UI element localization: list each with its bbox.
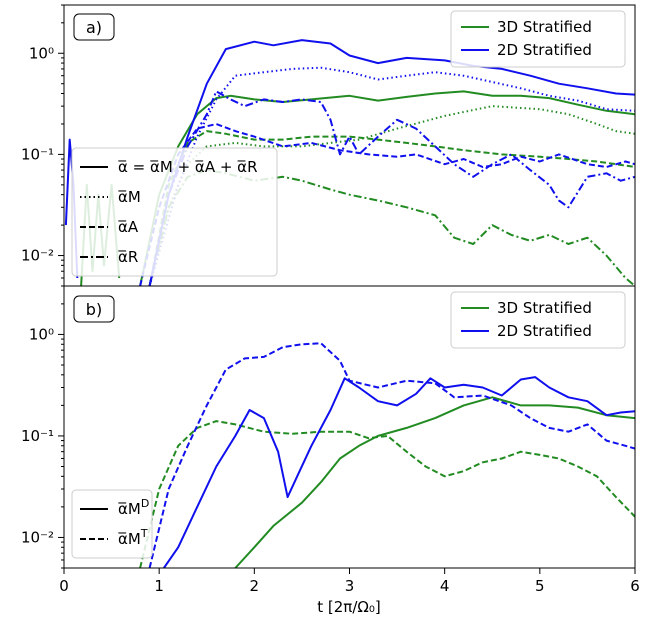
series-line-2d-stratified-dashdot: [148, 90, 635, 286]
svg-text:b): b): [86, 300, 102, 319]
style-legend: α̅MD α̅MT: [71, 489, 153, 559]
y-tick-label: 10⁰: [29, 44, 54, 62]
x-tick-label: 6: [630, 577, 640, 595]
legend-style-label: α̅R: [118, 248, 138, 266]
series-line-2d-stratified-solid: [163, 376, 635, 568]
x-tick-label: 5: [535, 577, 545, 595]
axes-frame-b: [63, 285, 636, 569]
color-legend: 3D Stratified 2D Stratified: [450, 10, 626, 68]
legend-label: 3D Stratified: [497, 18, 592, 36]
color-legend: 3D Stratified 2D Stratified: [450, 291, 626, 349]
y-tick-label: 10⁰: [29, 325, 54, 343]
legend-label: 3D Stratified: [497, 299, 592, 317]
panel-b: 10⁻² 10⁻¹ 10⁰ 0 1 2 3 4 5 6 α̅MD α̅MT 3D Stratifi…: [21, 285, 640, 595]
legend-box: [71, 147, 278, 277]
series-line-3d-stratified-solid: [139, 90, 635, 286]
legend-label: 2D Stratified: [497, 322, 592, 340]
x-tick-label: 4: [440, 577, 450, 595]
x-tick-label: 2: [250, 577, 260, 595]
series-line-3d-stratified-dashdot: [148, 169, 635, 286]
y-tick-label: 10⁻¹: [21, 145, 54, 163]
legend-style-label: α̅MD: [118, 497, 149, 518]
y-tick-label: 10⁻²: [21, 247, 54, 265]
y-tick-label: 10⁻²: [21, 528, 54, 546]
series-line-3d-stratified-dashed: [139, 420, 635, 568]
legend-style-label: α̅A: [118, 218, 139, 236]
x-tick-label: 3: [345, 577, 355, 595]
series-line-2d-stratified-dotted: [148, 66, 635, 286]
series-line-2d-stratified-solid: [148, 39, 635, 286]
legend-style-label: α̅MT: [118, 527, 148, 548]
panel-label-b: b): [73, 295, 115, 323]
legend-label: 2D Stratified: [497, 41, 592, 59]
svg-text:a): a): [86, 18, 102, 37]
style-legend: α̅ = α̅M + α̅A + α̅R α̅M α̅A α̅R: [71, 147, 278, 277]
legend-style-label: α̅M: [118, 188, 141, 206]
series-line-3d-stratified-dashed: [148, 130, 635, 286]
panel-label-a: a): [73, 13, 115, 41]
x-axis-label: t [2π/Ω₀]: [317, 598, 380, 616]
x-tick-label: 1: [154, 577, 164, 595]
y-tick-label: 10⁻¹: [21, 427, 54, 445]
x-tick-label: 0: [59, 577, 69, 595]
series-line-2d-stratified-dashed: [148, 342, 635, 568]
legend-box: [71, 489, 153, 559]
series-line-2d-stratified-dashed: [139, 123, 635, 286]
legend-box: [450, 10, 626, 68]
legend-style-label: α̅ = α̅M + α̅A + α̅R: [118, 158, 258, 176]
series-line-3d-stratified-solid: [234, 396, 635, 568]
legend-box: [450, 291, 626, 349]
